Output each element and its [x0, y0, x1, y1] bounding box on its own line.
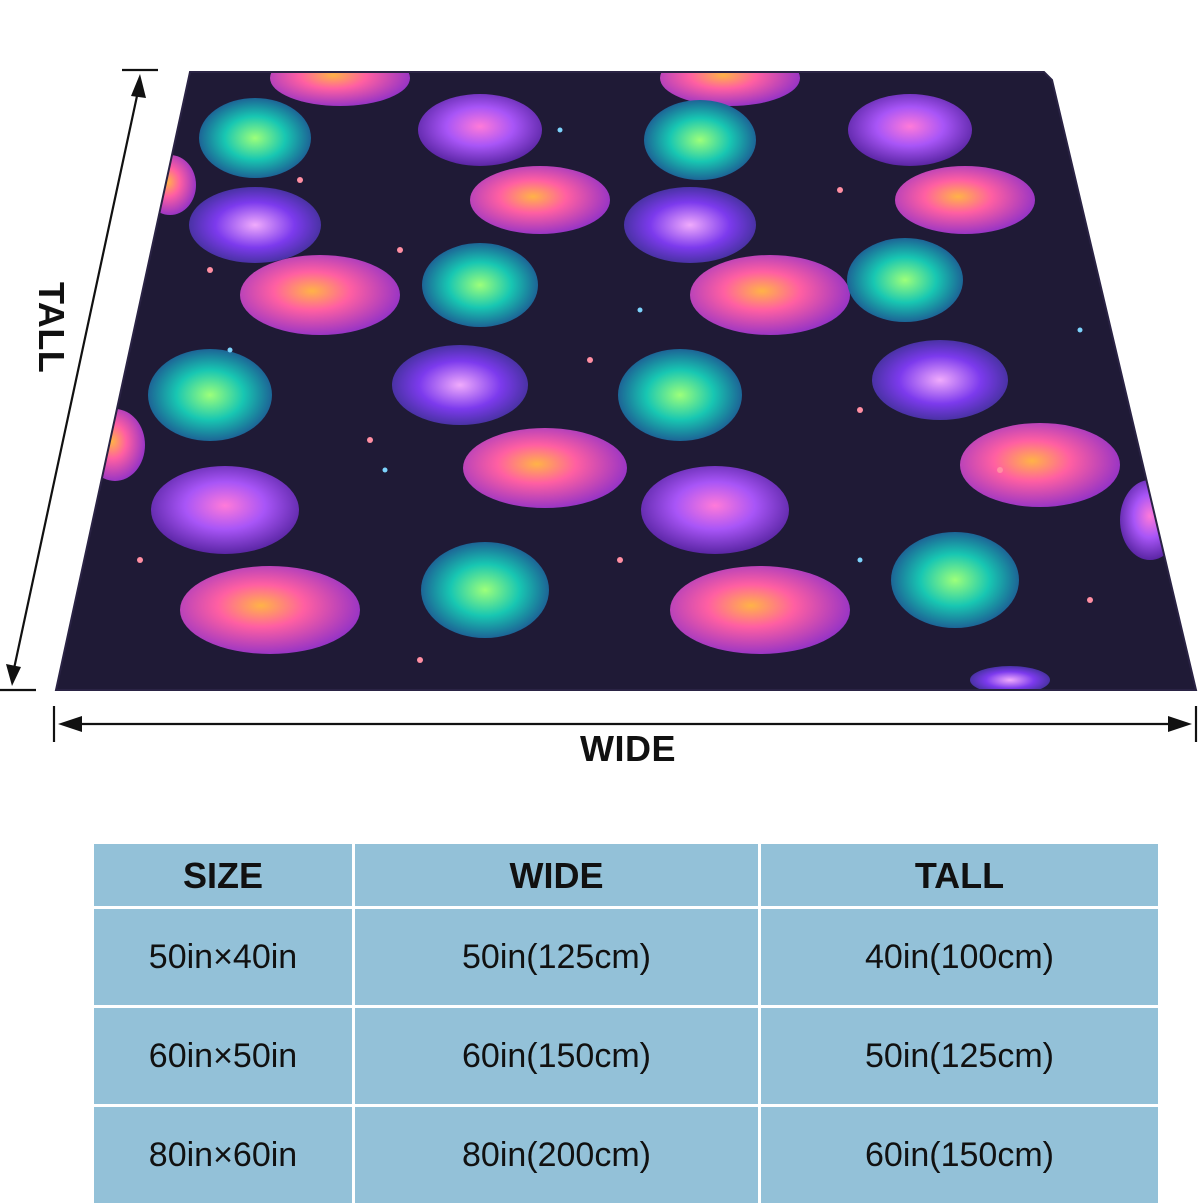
table-cell-wide: 80in(200cm) [355, 1107, 758, 1203]
header-wide: WIDE [355, 844, 758, 906]
table-cell-tall: 60in(150cm) [761, 1107, 1158, 1203]
table-cell-size: 80in×60in [94, 1107, 352, 1203]
tall-dimension-arrow [0, 68, 158, 692]
size-table: SIZE WIDE TALL 50in×40in 50in(125cm) 40i… [94, 844, 1158, 1203]
blanket [54, 71, 1198, 691]
wide-dimension-arrow [52, 706, 1198, 742]
table-cell-size: 60in×50in [94, 1008, 352, 1104]
table-cell-size: 50in×40in [94, 909, 352, 1005]
table-cell-wide: 50in(125cm) [355, 909, 758, 1005]
header-size: SIZE [94, 844, 352, 906]
tall-label: TALL [31, 282, 72, 374]
table-cell-tall: 40in(100cm) [761, 909, 1158, 1005]
table-cell-tall: 50in(125cm) [761, 1008, 1158, 1104]
wide-label: WIDE [580, 728, 676, 769]
table-cell-wide: 60in(150cm) [355, 1008, 758, 1104]
header-tall: TALL [761, 844, 1158, 906]
